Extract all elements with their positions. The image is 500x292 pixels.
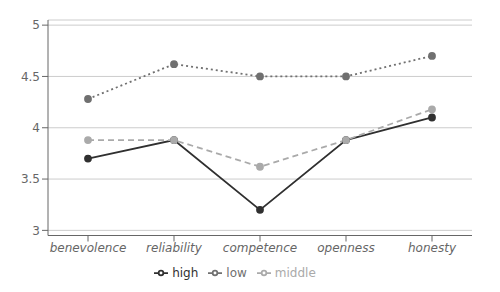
svg-text:honesty: honesty [408,241,457,255]
svg-text:5: 5 [32,18,40,32]
svg-text:4: 4 [32,121,40,135]
svg-text:reliability: reliability [146,241,203,255]
svg-text:3.5: 3.5 [21,172,40,186]
html-text:middle: middle [274,265,316,280]
svg-text:benevolence: benevolence [50,241,127,255]
svg-text:4.5: 4.5 [21,70,40,84]
svg-text:openness: openness [317,241,374,255]
svg-text:competence: competence [223,241,297,255]
html-text:high: high [172,265,199,280]
html-text:low: low [226,265,247,280]
svg-text:3: 3 [32,224,40,238]
